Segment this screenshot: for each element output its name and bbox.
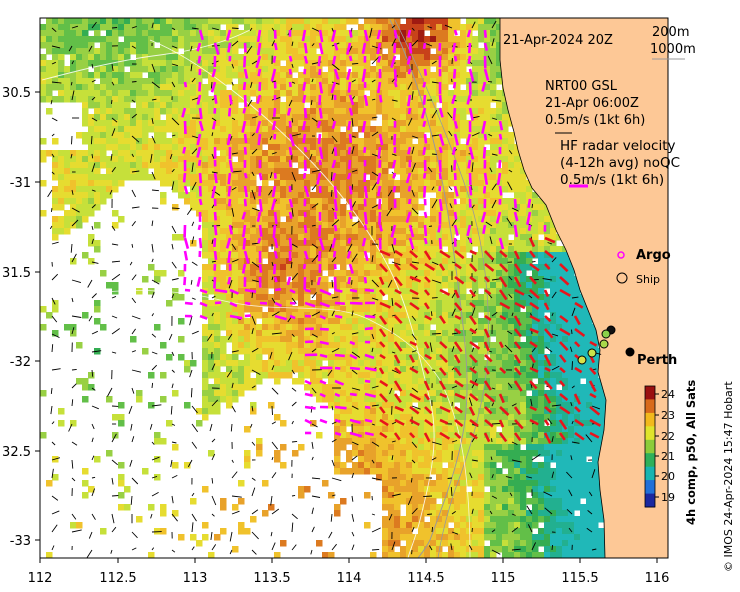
colorbar-frame xyxy=(644,385,656,508)
ship-marker xyxy=(599,339,609,349)
colorbar-swatch xyxy=(645,426,655,441)
colorbar-swatch xyxy=(645,386,655,400)
credit-label: © IMOS 24-Apr-2024 15:47 Hobart xyxy=(722,381,735,572)
ship-legend-marker xyxy=(616,272,628,284)
isobath-shelf xyxy=(41,290,471,558)
colorbar-tick-label: 24 xyxy=(661,388,675,401)
argo-legend-label: Argo xyxy=(636,248,671,263)
x-tick-label: 115 xyxy=(491,571,516,586)
y-axis: 30.5 -31 31.5 -32 32.5 -33 xyxy=(2,86,40,549)
date-label: 21-Apr-2024 20Z xyxy=(503,33,613,48)
ship-marker xyxy=(601,329,611,339)
scale-label-1000m: 1000m xyxy=(650,42,696,57)
colorbar-tick-label: 22 xyxy=(661,430,675,443)
ship-legend-label: Ship xyxy=(636,273,660,286)
land-mass xyxy=(499,18,668,558)
x-tick-label: 114.5 xyxy=(407,571,444,586)
ship-marker xyxy=(587,348,597,358)
x-tick-label: 113 xyxy=(183,571,208,586)
colorbar-title: 4h comp, p50, All Sats xyxy=(684,379,698,525)
x-tick-label: 115.5 xyxy=(561,571,598,586)
x-axis: 112 112.5 113 113.5 114 114.5 115 115.5 116 xyxy=(28,558,670,586)
model-source-label: NRT00 GSL xyxy=(545,79,618,94)
axes-border xyxy=(39,17,669,559)
y-tick-label: -31 xyxy=(10,176,31,191)
y-tick-label: -32 xyxy=(10,355,31,370)
argo-legend-marker xyxy=(617,251,625,259)
model-scale-label: 0.5m/s (1kt 6h) xyxy=(545,113,645,128)
colorbar-swatch xyxy=(645,399,655,414)
x-tick-label: 112.5 xyxy=(99,571,136,586)
colorbar-swatch xyxy=(645,439,655,454)
colorbar-tick-label: 23 xyxy=(661,409,675,422)
colorbar-tick-label: 19 xyxy=(661,491,675,504)
colorbar-swatch xyxy=(645,453,655,468)
hf-scale-label: 0.5m/s (1kt 6h) xyxy=(560,172,664,188)
x-tick-label: 113.5 xyxy=(253,571,290,586)
y-tick-label: 32.5 xyxy=(2,445,31,460)
colorbar-swatch xyxy=(645,412,655,427)
model-time-label: 21-Apr 06:00Z xyxy=(545,96,639,111)
colorbar: 24 23 22 21 20 19 xyxy=(644,385,675,508)
hf-title-label: HF radar velocity xyxy=(560,138,675,154)
hf-avg-label: (4-12h avg) noQC xyxy=(560,155,680,171)
x-tick-label: 112 xyxy=(28,571,53,586)
y-tick-label: -33 xyxy=(10,534,31,549)
colorbar-tick-label: 20 xyxy=(661,470,675,483)
ship-markers xyxy=(577,325,616,365)
x-tick-label: 116 xyxy=(645,571,670,586)
isobath-deep xyxy=(394,19,489,558)
perth-label: Perth xyxy=(637,353,677,368)
hf-radar-velocity-vectors xyxy=(181,29,602,444)
scale-label-200m: 200m xyxy=(652,25,689,40)
x-tick-label: 114 xyxy=(337,571,362,586)
ship-marker xyxy=(577,355,587,365)
isobath-1000m xyxy=(389,19,468,558)
y-tick-label: 31.5 xyxy=(2,266,31,281)
colorbar-swatch xyxy=(645,466,655,481)
colorbar-swatch xyxy=(645,480,655,494)
model-velocity-vectors xyxy=(47,20,602,558)
colorbar-swatch xyxy=(645,493,655,508)
perth-marker xyxy=(625,347,635,357)
colorbar-tick-label: 21 xyxy=(661,450,675,463)
y-tick-label: 30.5 xyxy=(2,86,31,101)
